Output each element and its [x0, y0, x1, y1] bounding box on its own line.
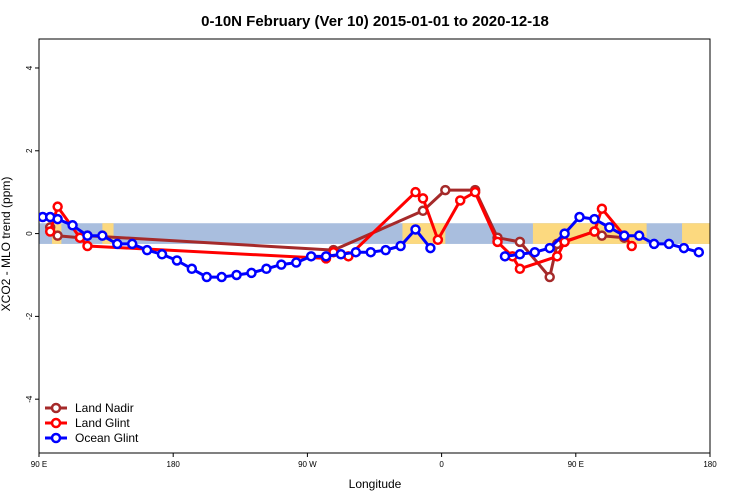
data-point: [380, 244, 391, 256]
data-point: [350, 246, 362, 258]
y-axis-label: XCO2 - MLO trend (ppm): [0, 177, 13, 312]
data-point: [44, 226, 56, 237]
data-point: [589, 213, 600, 225]
data-point: [529, 246, 541, 258]
legend-marker: [50, 417, 62, 429]
legend-marker: [50, 432, 62, 444]
legend-label: Land Nadir: [75, 401, 134, 415]
x-tick-label: 180: [167, 460, 181, 469]
data-point: [514, 249, 526, 260]
data-point: [216, 271, 227, 283]
series-ocean-glint: [39, 211, 705, 283]
data-point: [544, 242, 555, 254]
data-point: [559, 236, 570, 248]
data-point: [693, 246, 705, 258]
data-point: [52, 201, 63, 212]
data-point: [619, 230, 630, 241]
series-land-glint: [44, 186, 637, 275]
data-point: [574, 211, 585, 223]
data-point: [201, 271, 212, 283]
data-point: [663, 238, 675, 250]
x-tick-label: 0: [439, 460, 444, 469]
data-point: [492, 236, 503, 248]
data-point: [52, 230, 63, 241]
data-point: [231, 269, 242, 281]
data-point: [469, 186, 481, 198]
data-point: [648, 238, 660, 250]
data-point: [410, 186, 421, 198]
data-point: [514, 236, 526, 248]
data-point: [604, 222, 615, 233]
chart-title: 0-10N February (Ver 10) 2015-01-01 to 20…: [201, 13, 549, 30]
x-tick-label: 90 W: [298, 460, 317, 469]
data-point: [126, 238, 138, 250]
data-point: [52, 213, 63, 225]
data-point: [67, 220, 78, 231]
x-tick-label: 90 E: [568, 460, 584, 469]
data-point: [171, 255, 183, 266]
data-point: [425, 242, 436, 254]
data-point: [551, 251, 563, 262]
data-point: [112, 238, 123, 250]
data-point: [276, 259, 287, 270]
data-point: [335, 249, 347, 260]
land-segment: [736, 223, 750, 244]
data-point: [395, 240, 406, 252]
y-tick-label: 0: [25, 231, 34, 236]
data-point: [454, 195, 466, 206]
legend-label: Land Glint: [75, 416, 130, 430]
data-point: [141, 244, 153, 256]
data-point: [305, 251, 317, 262]
data-point: [440, 184, 451, 196]
data-point: [82, 230, 93, 241]
data-point: [596, 230, 608, 241]
data-point: [544, 271, 555, 283]
data-point: [559, 228, 570, 239]
legend-marker: [50, 402, 62, 414]
legend-label: Ocean Glint: [75, 431, 139, 445]
data-point: [514, 263, 526, 275]
y-tick-label: -4: [25, 395, 34, 403]
data-point: [432, 234, 444, 246]
data-point: [499, 251, 511, 262]
data-point: [261, 263, 272, 275]
y-tick-label: 2: [25, 148, 34, 153]
data-point: [186, 263, 198, 275]
data-point: [246, 267, 257, 279]
series-line: [42, 215, 432, 279]
x-axis-label: Longitude: [349, 477, 402, 491]
land-segment: [102, 223, 114, 244]
data-point: [320, 251, 332, 262]
data-point: [417, 193, 429, 204]
plot-frame: [38, 38, 711, 454]
data-point: [596, 203, 608, 214]
y-tick-label: 4: [25, 65, 34, 70]
data-point: [97, 230, 108, 241]
plot-area: 90 E 180 90 W 0 90 E 180 -4 -2 0 2 4: [25, 38, 750, 469]
data-point: [410, 224, 421, 235]
data-point: [589, 226, 600, 237]
land-segment: [682, 223, 710, 244]
data-point: [82, 240, 93, 252]
y-tick-label: -2: [25, 312, 34, 320]
data-point: [290, 257, 302, 268]
data-point: [156, 249, 168, 260]
data-point: [365, 246, 377, 258]
data-point: [678, 242, 690, 254]
data-point: [633, 230, 645, 241]
data-point: [626, 240, 637, 252]
x-tick-label: 180: [703, 460, 717, 469]
x-tick-label: 90 E: [31, 460, 47, 469]
